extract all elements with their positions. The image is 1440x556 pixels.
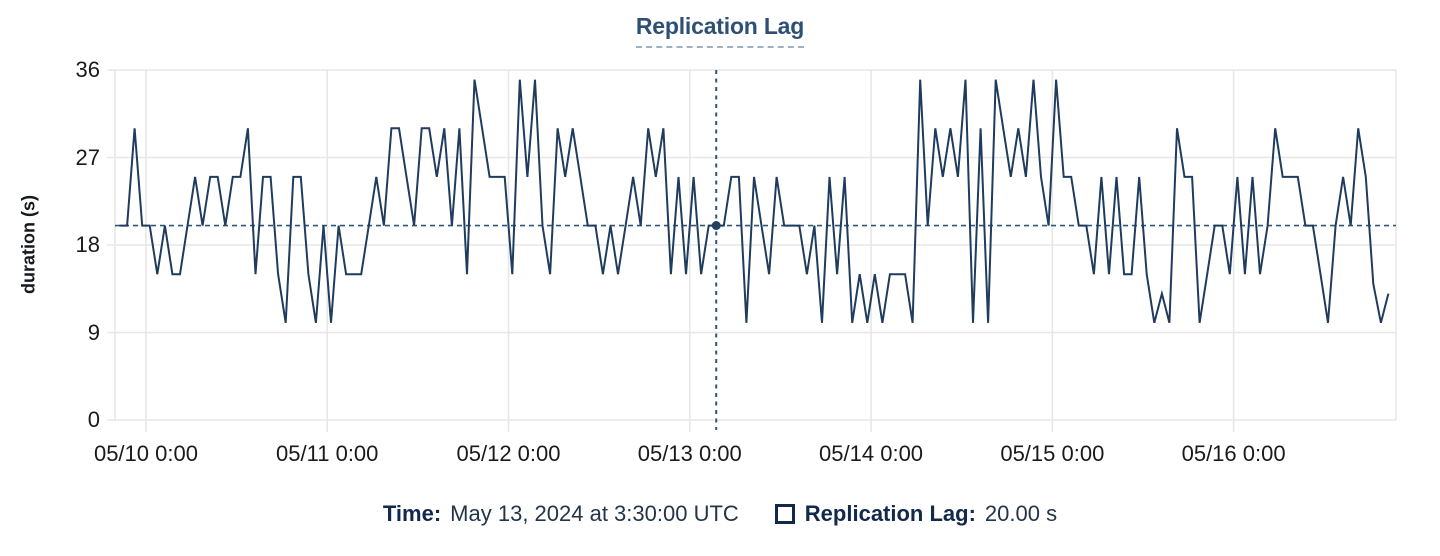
x-tick-label: 05/12 0:00 xyxy=(456,441,561,466)
time-label: Time: xyxy=(382,501,442,526)
plot-area[interactable] xyxy=(107,69,1397,432)
replication-lag-series-line xyxy=(119,79,1390,324)
x-tick-label: 05/16 0:00 xyxy=(1181,441,1286,466)
x-tick-label: 05/15 0:00 xyxy=(1000,441,1105,466)
x-tick-label: 05/10 0:00 xyxy=(93,441,198,466)
x-tick-label: 05/14 0:00 xyxy=(819,441,924,466)
y-tick-label: 0 xyxy=(87,407,100,432)
crosshair-point xyxy=(711,221,721,231)
series-value: 20.00 s xyxy=(984,501,1058,526)
time-value: May 13, 2024 at 3:30:00 UTC xyxy=(450,501,739,526)
y-tick-label: 9 xyxy=(87,319,100,345)
hover-legend: Time: May 13, 2024 at 3:30:00 UTC Replic… xyxy=(0,501,1440,527)
y-tick-label: 36 xyxy=(75,57,100,82)
gridlines xyxy=(107,69,1397,432)
y-tick-label: 18 xyxy=(75,232,100,257)
x-tick-label: 05/13 0:00 xyxy=(637,441,742,466)
legend-item-replication-lag[interactable]: Replication Lag: xyxy=(774,501,976,527)
x-tick-label: 05/11 0:00 xyxy=(276,441,379,466)
series-label: Replication Lag: xyxy=(804,501,976,526)
y-tick-label: 27 xyxy=(75,144,100,170)
chart-title: Replication Lag xyxy=(0,13,1440,48)
chart-title-text[interactable]: Replication Lag xyxy=(635,13,804,48)
plot-svg[interactable] xyxy=(107,69,1397,432)
series-swatch-icon[interactable] xyxy=(774,504,795,524)
